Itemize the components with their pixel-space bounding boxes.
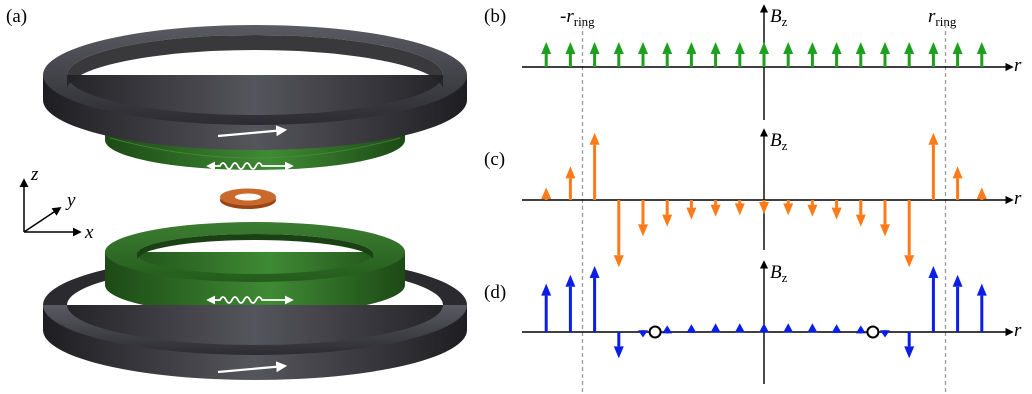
- vector-arrow-d: [928, 266, 939, 332]
- vector-arrow-c: [662, 200, 673, 227]
- vector-arrow-d: [638, 330, 648, 338]
- current-direction-arrow-lower: [217, 361, 288, 374]
- vector-arrow-b: [783, 42, 794, 67]
- vector-arrow-b: [541, 42, 552, 67]
- vector-arrow-c: [831, 200, 842, 220]
- current-direction-arrow-upper: [217, 125, 288, 138]
- lower-coil-front: [43, 305, 467, 380]
- vector-arrow-c: [952, 166, 963, 200]
- r-axis-label-c: r: [1014, 188, 1022, 209]
- r-axis-label-b: r: [1014, 55, 1022, 76]
- vector-arrow-d: [831, 324, 842, 333]
- vector-arrow-c: [880, 200, 890, 237]
- bz-axis-label-b: Bz: [770, 6, 788, 29]
- bz-axis-label-d: Bz: [770, 262, 788, 285]
- vector-arrow-b: [710, 42, 721, 67]
- small-copper-ring: [220, 188, 276, 209]
- vector-arrow-b: [831, 42, 842, 67]
- vector-arrow-c: [904, 200, 915, 268]
- neg-ring-radius-label: -rring: [560, 6, 595, 29]
- vector-arrow-b: [904, 42, 915, 67]
- vector-arrow-b: [952, 42, 963, 67]
- oscillation-arrow-upper: [206, 161, 294, 171]
- vector-arrow-d: [976, 283, 987, 332]
- pos-ring-radius-label: rring: [928, 6, 957, 29]
- vector-arrow-d: [759, 323, 769, 333]
- panel-label-c: (c): [484, 149, 505, 170]
- vector-arrow-d: [589, 266, 600, 332]
- xyz-axes: z y x: [19, 164, 94, 243]
- bz-axis-label-c: Bz: [770, 130, 788, 153]
- vector-arrow-b: [976, 42, 987, 67]
- vector-arrow-c: [541, 187, 552, 200]
- vector-arrow-c: [783, 200, 794, 216]
- vector-arrow-d: [783, 323, 794, 333]
- panel-b-quiver: r Bz: [522, 4, 1022, 120]
- vector-arrow-c: [855, 200, 866, 227]
- vector-arrow-c: [928, 132, 939, 200]
- panel-label-b: (b): [484, 6, 506, 27]
- vector-arrow-c: [686, 200, 697, 220]
- panel-d-quiver: r Bz: [522, 260, 1022, 384]
- vector-arrow-b: [638, 42, 648, 67]
- oscillation-arrow-lower: [206, 295, 294, 305]
- axis-label-y: y: [65, 190, 76, 211]
- ring-radius-labels: -rring rring: [560, 6, 957, 29]
- vector-arrow-b: [662, 42, 673, 67]
- quiver-plots: r Bz r Bz r Bz: [522, 4, 1022, 392]
- vector-arrow-b: [928, 42, 939, 67]
- panel-label-d: (d): [484, 282, 506, 303]
- r-axis-label-d: r: [1014, 320, 1022, 341]
- vector-arrow-c: [976, 187, 987, 200]
- panel-label-a: (a): [6, 6, 27, 27]
- vector-arrow-b: [807, 42, 818, 67]
- vector-arrow-c: [710, 200, 721, 217]
- lower-green-ring: [105, 222, 405, 315]
- vector-arrow-b: [759, 42, 769, 67]
- vector-arrow-b: [855, 42, 866, 67]
- panel-labels-right: (b) (c) (d): [484, 6, 506, 303]
- vector-arrow-d: [904, 332, 915, 359]
- zero-crossing-marker: [648, 325, 662, 339]
- vector-arrow-d: [880, 330, 890, 338]
- vector-arrow-d: [541, 283, 552, 332]
- vector-arrow-d: [807, 323, 818, 333]
- vector-arrow-d: [710, 323, 721, 333]
- panel-c-quiver: r Bz: [522, 128, 1022, 268]
- vector-arrow-b: [613, 42, 624, 67]
- vector-arrow-d: [613, 332, 624, 359]
- vector-arrow-c: [565, 166, 576, 200]
- vector-arrow-b: [565, 42, 576, 67]
- vector-arrow-d: [686, 324, 697, 333]
- vector-arrow-b: [686, 42, 697, 67]
- vector-arrow-c: [759, 200, 769, 214]
- vector-arrow-c: [589, 132, 600, 200]
- vector-arrow-d: [952, 274, 963, 332]
- vector-arrow-c: [734, 200, 745, 216]
- vector-arrow-c: [807, 200, 818, 217]
- vector-arrow-d: [662, 325, 673, 334]
- upper-coil: [43, 25, 467, 150]
- vector-arrow-b: [880, 42, 890, 67]
- axis-label-z: z: [30, 164, 39, 185]
- vector-arrow-c: [613, 200, 624, 268]
- vector-arrow-d: [565, 274, 576, 332]
- panel-a-illustration: (a): [6, 6, 467, 380]
- vector-arrow-d: [855, 325, 866, 334]
- vector-arrow-b: [589, 42, 600, 67]
- vector-arrow-c: [638, 200, 648, 237]
- vector-arrow-d: [734, 323, 745, 333]
- zero-crossing-marker: [866, 325, 880, 339]
- axis-label-x: x: [84, 222, 94, 243]
- vector-arrow-b: [734, 42, 745, 67]
